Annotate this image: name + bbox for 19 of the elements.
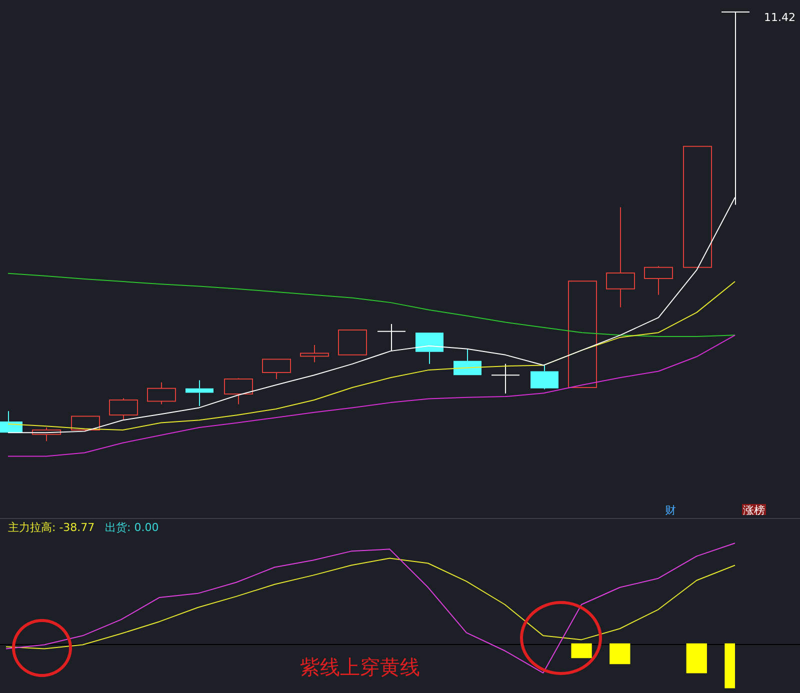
text: 主力拉高: -38.77 xyxy=(8,520,95,534)
candlestick xyxy=(32,426,61,442)
candlestick xyxy=(262,358,291,380)
candlestick xyxy=(147,382,176,405)
text: 财 xyxy=(665,504,676,517)
candlestick xyxy=(606,206,635,308)
candlestick xyxy=(377,324,406,352)
annotation: 紫线上穿黄线 xyxy=(300,655,420,680)
candlestick xyxy=(454,348,482,376)
candlestick xyxy=(224,378,253,405)
candlestick xyxy=(530,364,558,390)
text: 涨榜 xyxy=(743,504,765,517)
candlestick xyxy=(300,344,329,363)
candlestick xyxy=(416,332,444,364)
candlestick xyxy=(491,363,520,394)
candlestick xyxy=(644,266,673,296)
candlestick xyxy=(186,380,214,406)
text: 11.42 xyxy=(764,10,796,24)
text: 出货: 0.00 xyxy=(105,520,159,534)
